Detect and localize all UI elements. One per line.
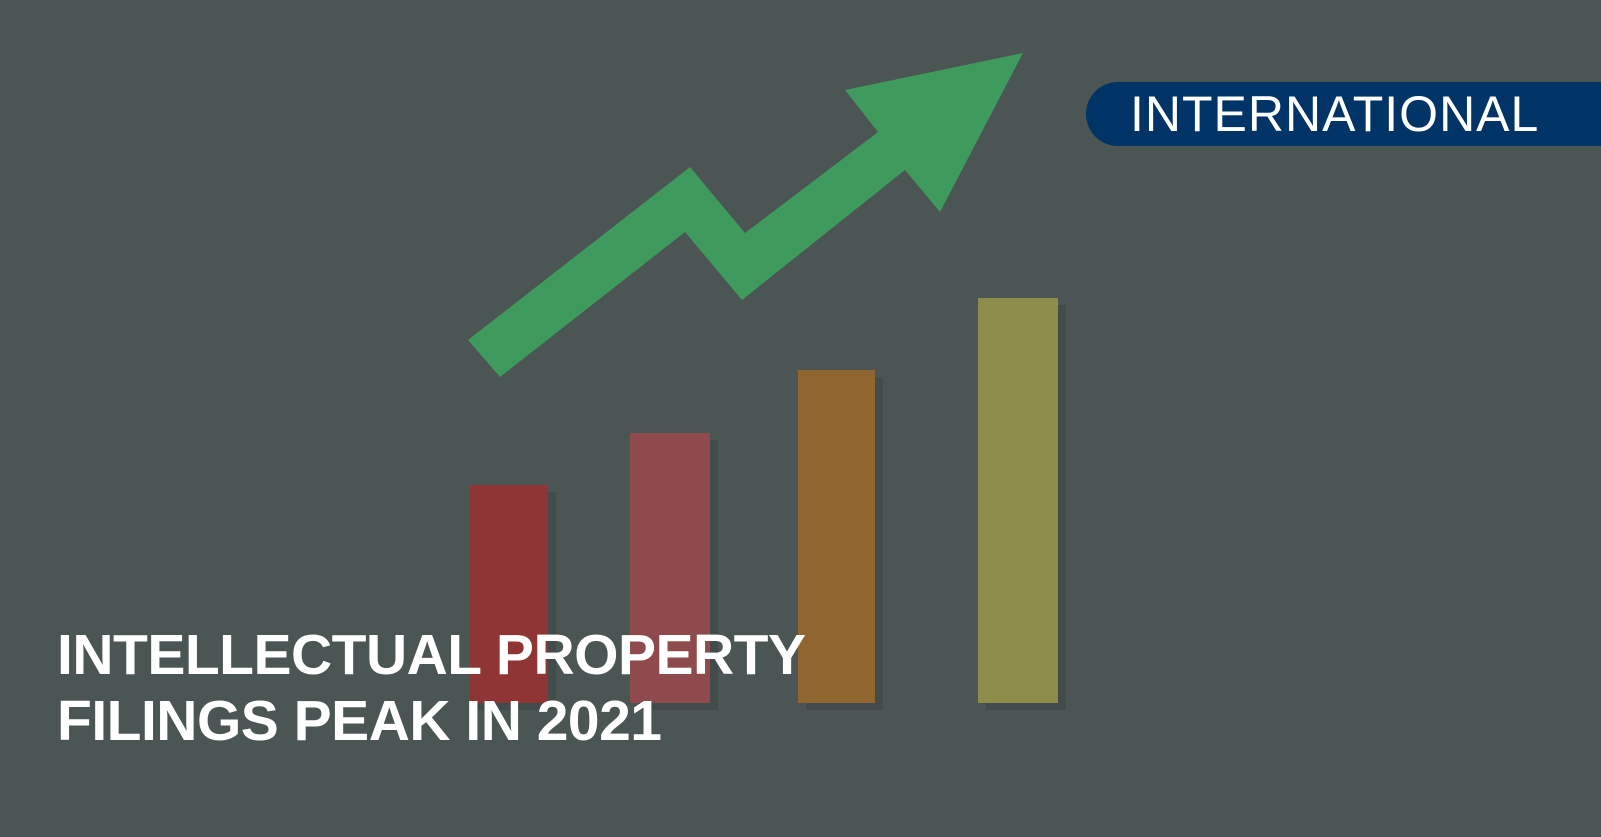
bar-pink xyxy=(630,433,710,703)
trend-up-arrow-icon xyxy=(468,53,1023,377)
bar-orange xyxy=(798,370,875,703)
headline-line-2: FILINGS PEAK IN 2021 xyxy=(57,689,662,753)
bar-red xyxy=(470,485,548,703)
bar-olive xyxy=(978,298,1058,703)
headline: INTELLECTUAL PROPERTY FILINGS PEAK IN 20… xyxy=(57,622,806,754)
headline-line-1: INTELLECTUAL PROPERTY xyxy=(57,623,806,687)
category-badge: INTERNATIONAL xyxy=(1086,82,1601,146)
